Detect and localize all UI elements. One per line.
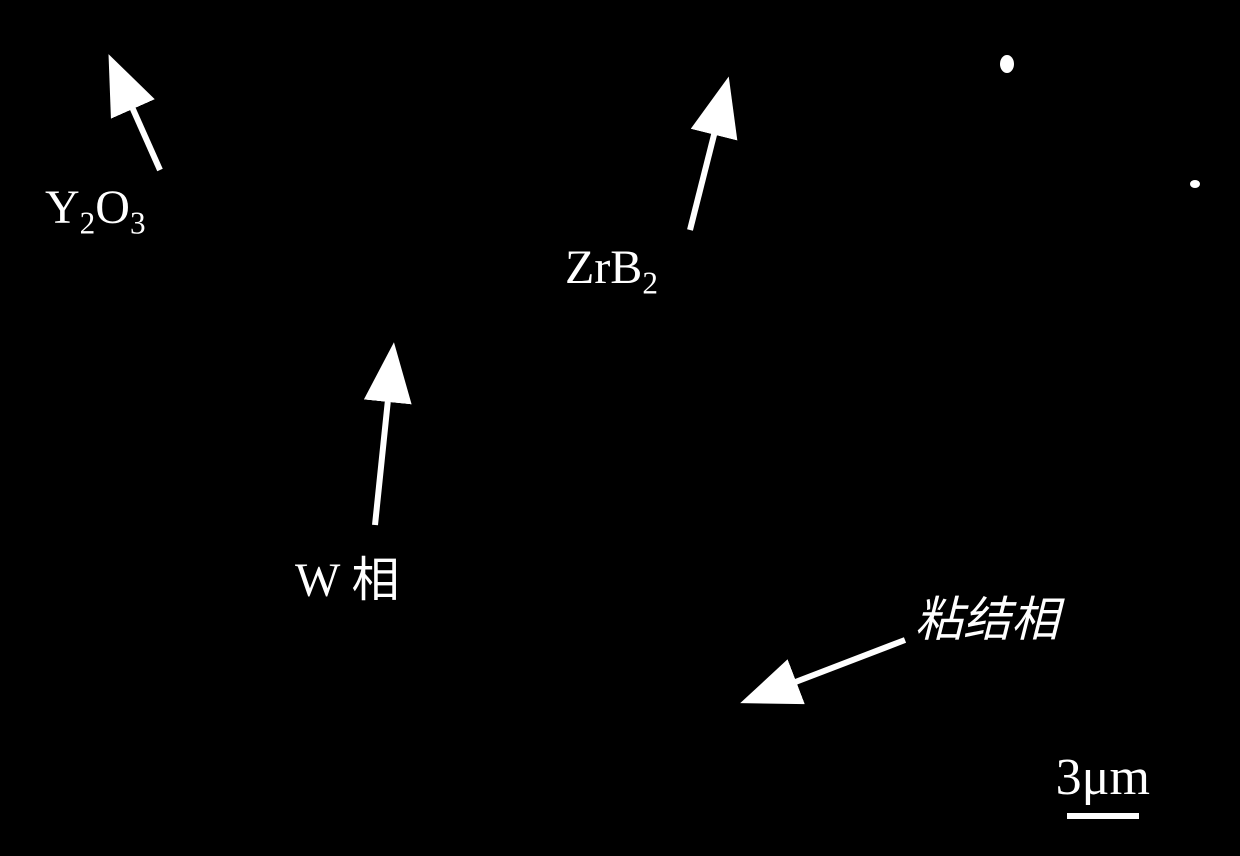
binder-phase-label: 粘结相 — [915, 580, 1059, 650]
scale-bar-line — [1067, 811, 1139, 821]
binder-phase-arrow — [0, 0, 1240, 856]
scale-bar: 3μm — [1056, 748, 1150, 821]
binder-phase-text: 粘结相 — [915, 594, 1059, 647]
scale-bar-label: 3μm — [1056, 748, 1150, 807]
